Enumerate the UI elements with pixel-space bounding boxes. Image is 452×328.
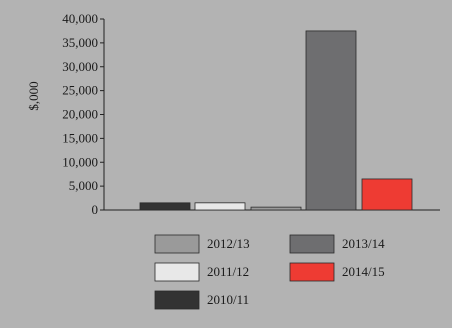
y-tick-label: 5,000 bbox=[69, 178, 98, 193]
y-tick-label: 15,000 bbox=[62, 130, 98, 145]
legend-label: 2011/12 bbox=[207, 264, 249, 279]
y-axis-title: $,000 bbox=[26, 81, 41, 110]
legend-item: 2010/11 bbox=[154, 290, 249, 310]
y-tick-label: 20,000 bbox=[62, 107, 98, 122]
y-tick-label: 10,000 bbox=[62, 154, 98, 169]
legend-swatch bbox=[154, 290, 200, 310]
legend-label: 2010/11 bbox=[207, 292, 249, 307]
bars bbox=[139, 30, 413, 211]
legend-item: 2011/12 bbox=[154, 262, 249, 282]
bar-2012-13 bbox=[250, 206, 302, 211]
legend-item: 2013/14 bbox=[289, 234, 385, 254]
y-tick-label: 25,000 bbox=[62, 83, 98, 98]
bar-2011-12 bbox=[194, 202, 246, 211]
legend-item: 2014/15 bbox=[289, 262, 385, 282]
legend-label: 2012/13 bbox=[207, 236, 250, 251]
y-tick-label: 40,000 bbox=[62, 11, 98, 26]
y-tick-label: 30,000 bbox=[62, 59, 98, 74]
y-tick-label: 35,000 bbox=[62, 35, 98, 50]
legend-label: 2014/15 bbox=[342, 264, 385, 279]
legend-swatch bbox=[289, 262, 335, 282]
y-axis-title-group: $,000 bbox=[26, 81, 41, 110]
legend-swatch bbox=[289, 234, 335, 254]
legend-swatch bbox=[154, 234, 200, 254]
bar-2013-14 bbox=[305, 30, 357, 211]
axes: 0 5,000 10,000 15,000 20,000 25,000 30,000 35,0… bbox=[62, 11, 440, 217]
legend-label: 2013/14 bbox=[342, 236, 385, 251]
legend-item: 2012/13 bbox=[154, 234, 250, 254]
legend: 2012/13 2013/14 2011/12 2014/15 2010/11 bbox=[154, 234, 385, 310]
y-tick-label: 0 bbox=[92, 202, 99, 217]
bar-2010-11 bbox=[139, 202, 191, 211]
bar-2014-15 bbox=[361, 178, 413, 211]
legend-swatch bbox=[154, 262, 200, 282]
